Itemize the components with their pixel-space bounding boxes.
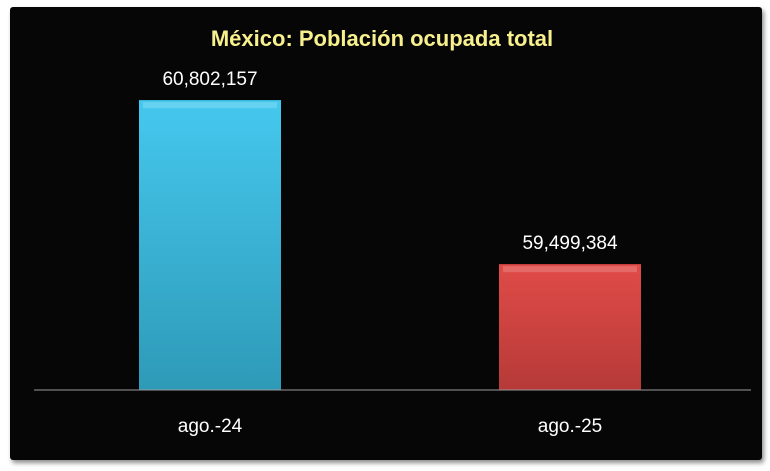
data-label: 60,802,157: [162, 69, 257, 90]
bar-ago.-25: [499, 264, 641, 390]
chart-title: México: Población ocupada total: [211, 26, 553, 51]
bar-bevel: [143, 102, 277, 109]
x-tick-label: ago.-25: [538, 416, 602, 437]
bar-ago.-24: [139, 100, 281, 390]
x-tick-label: ago.-24: [178, 416, 243, 437]
data-label: 59,499,384: [522, 233, 618, 254]
bar-bevel: [503, 266, 637, 273]
